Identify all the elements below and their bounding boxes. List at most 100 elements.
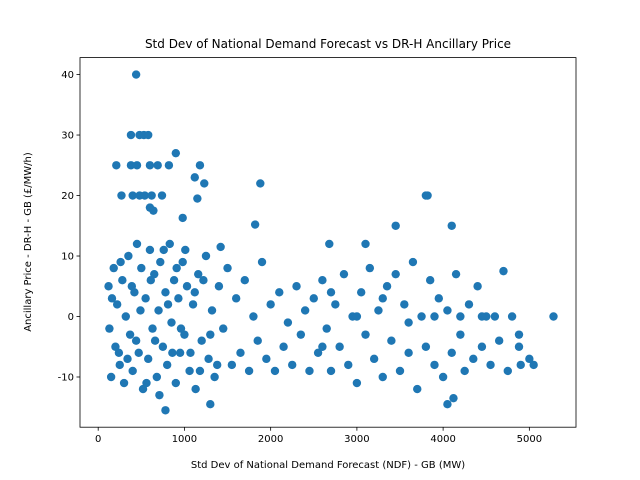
point — [223, 263, 232, 273]
point — [250, 220, 260, 229]
point — [300, 306, 310, 315]
point — [240, 276, 249, 285]
point — [142, 378, 151, 388]
point — [549, 312, 558, 321]
point — [430, 360, 439, 370]
point — [158, 342, 168, 351]
point — [525, 354, 534, 364]
point — [112, 300, 122, 309]
point — [171, 148, 181, 158]
point — [365, 263, 375, 273]
point — [146, 276, 155, 285]
point — [172, 263, 181, 273]
point — [456, 330, 465, 339]
point — [104, 282, 113, 291]
point — [109, 263, 118, 273]
point — [125, 330, 135, 339]
point — [331, 300, 340, 309]
point — [443, 306, 452, 315]
point — [391, 221, 400, 230]
point — [106, 372, 116, 382]
point — [335, 342, 344, 351]
point — [156, 257, 165, 267]
point — [266, 300, 275, 309]
point — [178, 257, 187, 267]
chart-title: Std Dev of National Demand Forecast vs D… — [145, 37, 511, 51]
point — [195, 366, 205, 376]
point — [494, 336, 504, 345]
point — [126, 130, 136, 140]
point — [154, 306, 163, 315]
point — [212, 360, 222, 370]
point — [430, 312, 439, 321]
point — [275, 288, 284, 297]
point — [216, 242, 225, 252]
point — [464, 300, 474, 309]
point — [356, 288, 366, 297]
point — [400, 300, 409, 309]
point — [279, 342, 288, 351]
point — [214, 282, 224, 291]
point — [473, 282, 482, 291]
point — [190, 288, 199, 297]
point — [244, 366, 254, 376]
point — [326, 288, 336, 297]
point — [210, 372, 219, 382]
point — [174, 294, 183, 303]
point — [490, 312, 500, 321]
point — [318, 342, 327, 351]
point — [374, 306, 383, 315]
point — [257, 257, 267, 267]
point — [191, 384, 200, 394]
point — [395, 366, 405, 376]
point — [107, 294, 117, 303]
point — [163, 300, 173, 309]
point — [115, 360, 124, 370]
point — [128, 191, 137, 200]
y-tick-label: -10 — [58, 372, 74, 383]
point — [469, 354, 478, 364]
point — [249, 312, 258, 321]
point — [204, 354, 213, 364]
point — [164, 161, 174, 170]
point — [256, 179, 265, 188]
point — [206, 400, 215, 409]
point — [105, 324, 114, 333]
point — [207, 306, 217, 315]
point — [131, 336, 141, 345]
point — [186, 348, 195, 357]
point — [178, 213, 187, 223]
point — [112, 161, 121, 170]
x-axis-label: Std Dev of National Demand Forecast (NDF… — [191, 460, 465, 471]
point — [134, 348, 143, 357]
point — [447, 221, 456, 230]
point — [514, 330, 524, 339]
point — [199, 276, 208, 285]
point — [153, 161, 162, 170]
point — [417, 312, 426, 321]
point — [185, 366, 194, 376]
point — [378, 294, 387, 303]
point — [296, 330, 306, 339]
point — [127, 282, 137, 291]
point — [141, 294, 150, 303]
point — [161, 288, 170, 297]
x-tick-label: 3000 — [344, 434, 369, 445]
point — [305, 366, 314, 376]
x-tick-label: 0 — [95, 434, 101, 445]
point — [136, 306, 145, 315]
point — [171, 378, 181, 388]
point — [149, 206, 158, 215]
point — [361, 330, 370, 339]
point — [460, 366, 469, 376]
point — [175, 348, 185, 357]
x-tick-label: 5000 — [517, 434, 542, 445]
point — [292, 282, 301, 291]
point — [236, 348, 245, 357]
point — [137, 263, 146, 273]
point — [155, 390, 164, 400]
point — [157, 191, 167, 200]
point — [404, 348, 413, 357]
point — [126, 161, 136, 170]
